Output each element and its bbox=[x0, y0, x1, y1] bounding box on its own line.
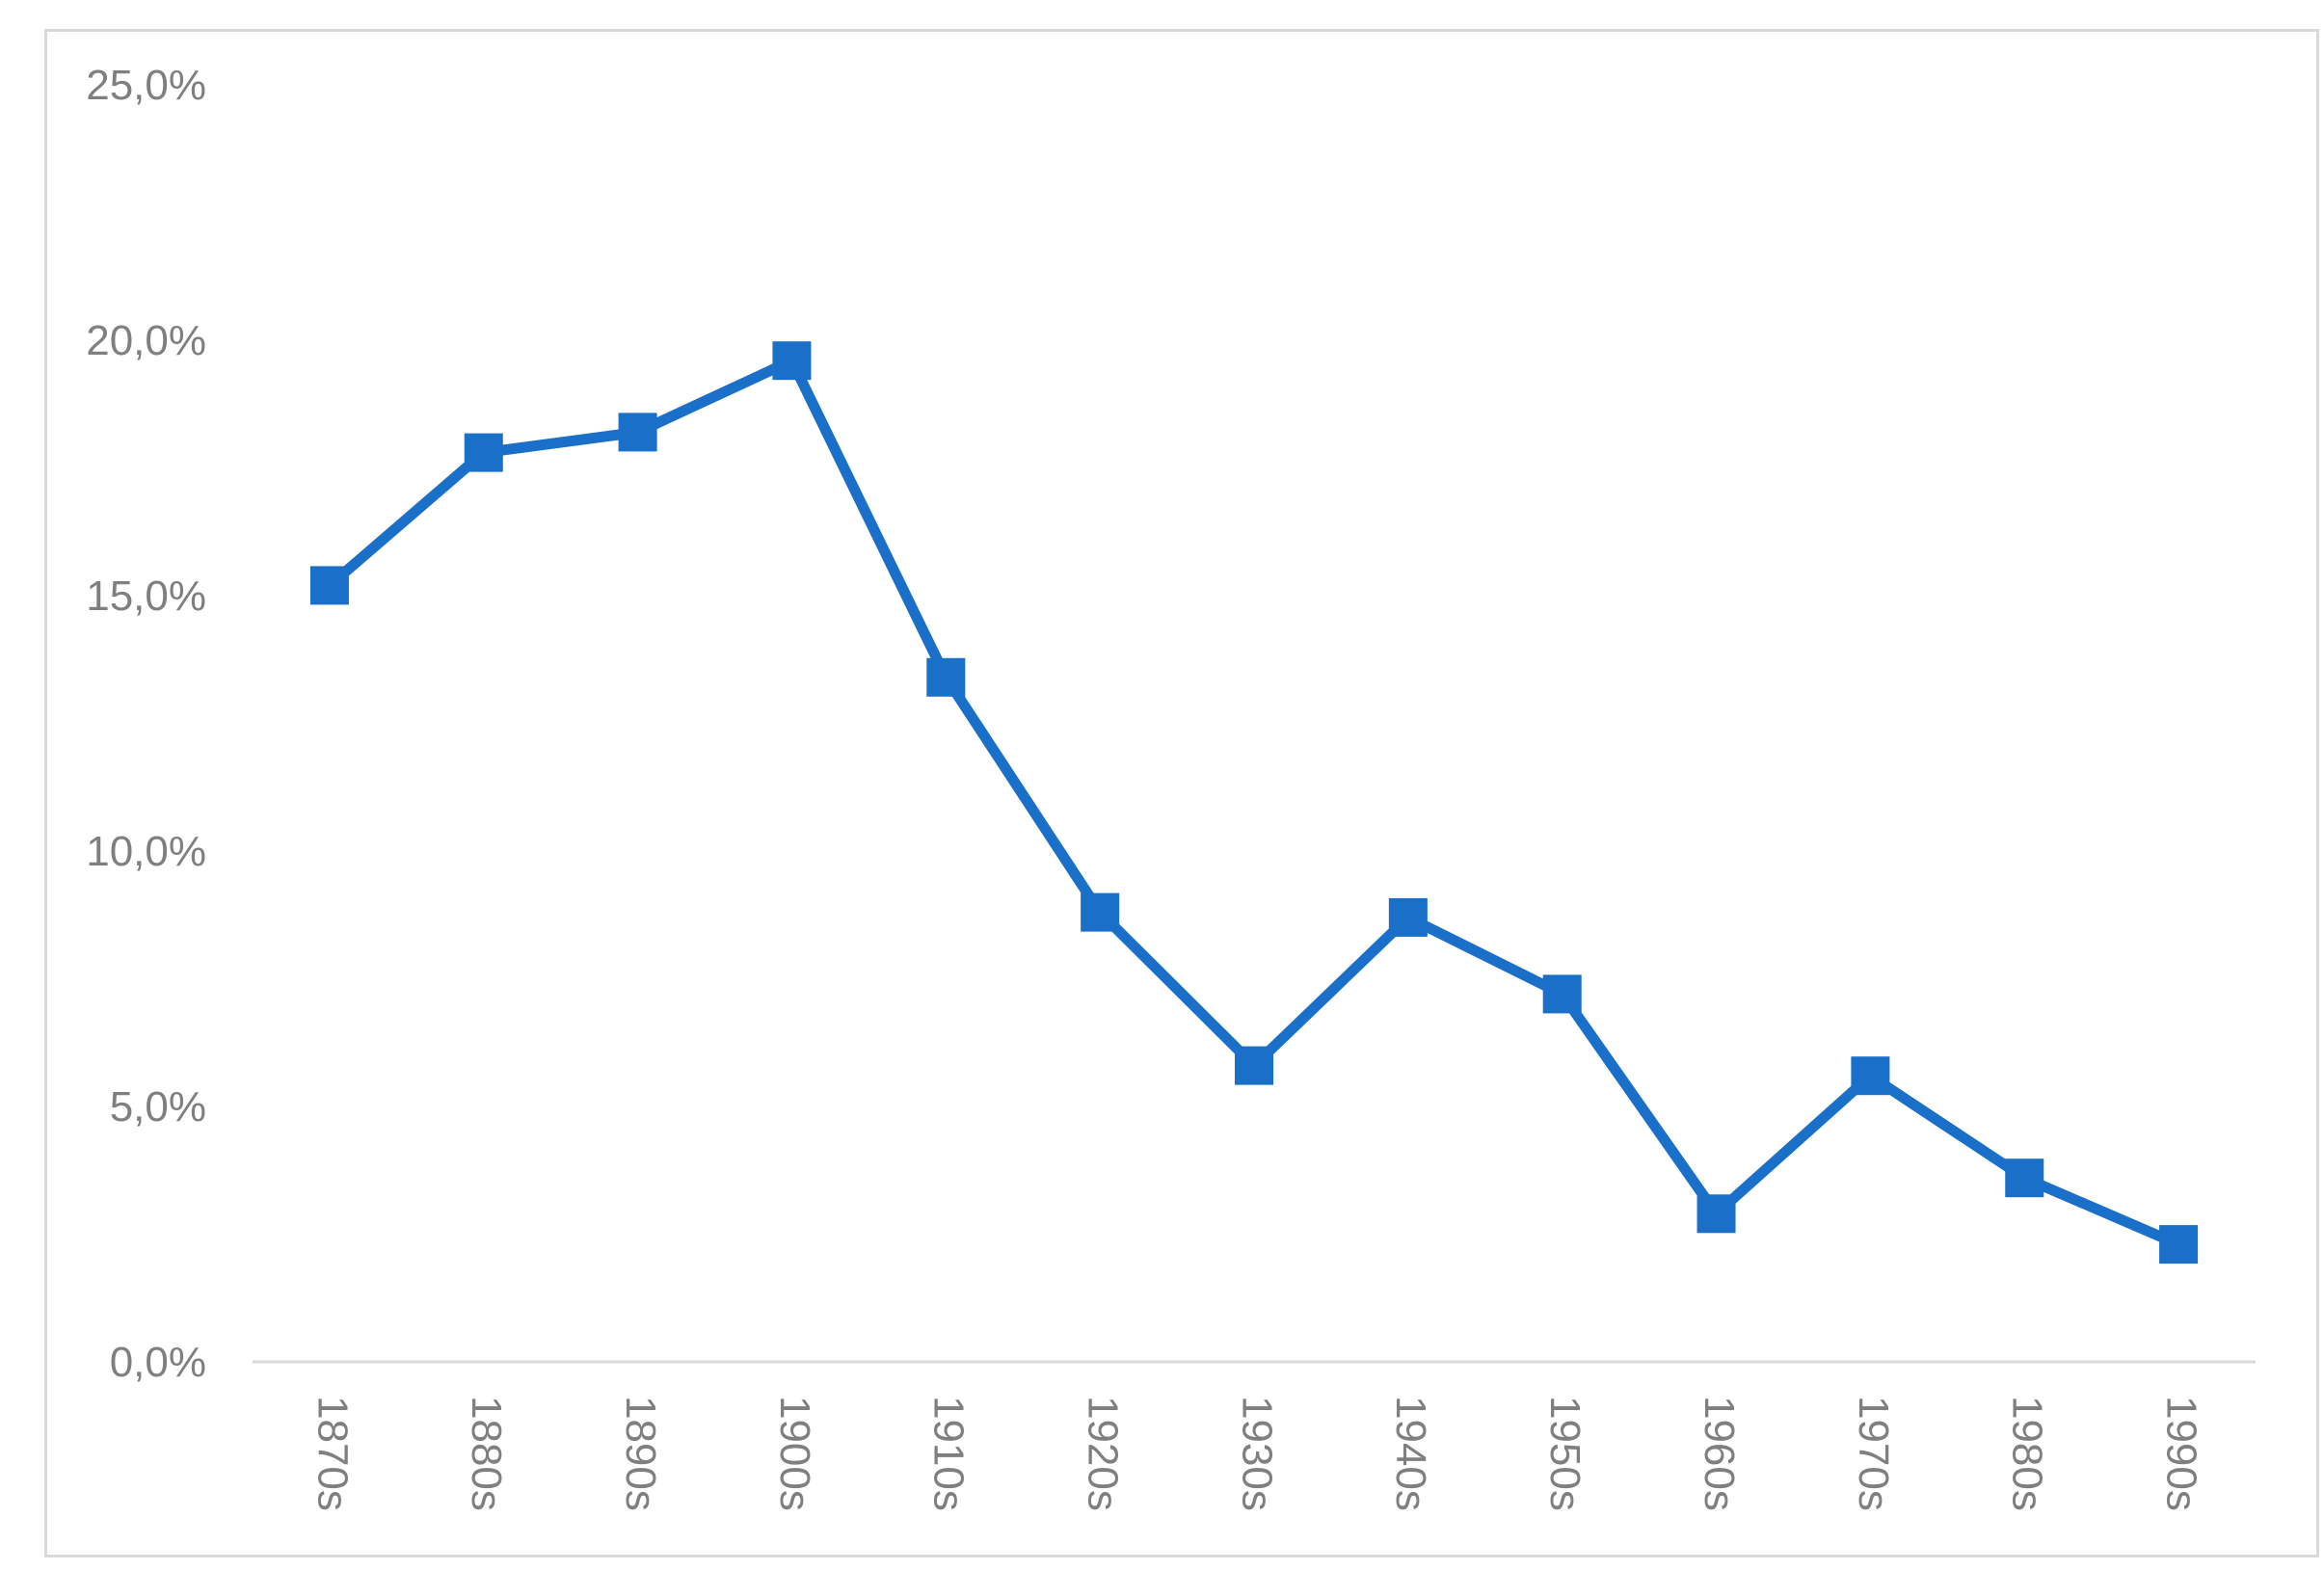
data-point-marker bbox=[309, 566, 349, 605]
data-point-marker bbox=[926, 657, 966, 697]
x-tick-label: 1970s bbox=[1850, 1396, 1897, 1511]
x-tick-label: 1930s bbox=[1233, 1396, 1280, 1511]
data-point-marker bbox=[1851, 1056, 1890, 1096]
y-tick-label: 10,0% bbox=[86, 828, 206, 875]
x-tick-label: 1920s bbox=[1080, 1396, 1127, 1511]
y-tick-label: 25,0% bbox=[86, 62, 206, 109]
x-tick-label: 1900s bbox=[771, 1396, 818, 1511]
data-point-marker bbox=[1542, 974, 1582, 1014]
series-line bbox=[326, 355, 2181, 1250]
data-point-marker bbox=[2159, 1225, 2199, 1265]
y-tick-label: 0,0% bbox=[110, 1339, 206, 1386]
x-axis-ticks: 1870s 1880s 1890s 1900s 1910s 1920s 1930s 1940s… bbox=[308, 1396, 2204, 1511]
x-tick-label: 1940s bbox=[1387, 1396, 1434, 1511]
x-tick-label: 1980s bbox=[2004, 1396, 2051, 1511]
x-tick-label: 1880s bbox=[463, 1396, 510, 1511]
data-point-marker bbox=[1081, 892, 1120, 932]
data-point-marker bbox=[1696, 1194, 1736, 1234]
data-point-marker bbox=[1388, 897, 1428, 937]
y-axis-ticks: 0,0% 5,0% 10,0% 15,0% 20,0% 25,0% bbox=[86, 62, 206, 1386]
x-tick-label: 1870s bbox=[308, 1396, 356, 1511]
x-tick-label: 1960s bbox=[1696, 1396, 1743, 1511]
data-point-marker bbox=[464, 433, 503, 472]
data-point-marker bbox=[1235, 1046, 1273, 1085]
chart-frame bbox=[44, 29, 2319, 1558]
data-point-marker bbox=[2005, 1158, 2044, 1198]
x-tick-label: 1950s bbox=[1541, 1396, 1589, 1511]
x-tick-label: 1910s bbox=[925, 1396, 973, 1511]
y-tick-label: 5,0% bbox=[110, 1083, 206, 1131]
y-tick-label: 20,0% bbox=[86, 317, 206, 364]
x-tick-label: 1890s bbox=[617, 1396, 664, 1511]
y-tick-label: 15,0% bbox=[86, 572, 206, 620]
series-markers bbox=[309, 341, 2199, 1265]
data-point-marker bbox=[772, 341, 812, 381]
x-tick-label: 1990s bbox=[2157, 1396, 2204, 1511]
data-point-marker bbox=[618, 413, 657, 452]
